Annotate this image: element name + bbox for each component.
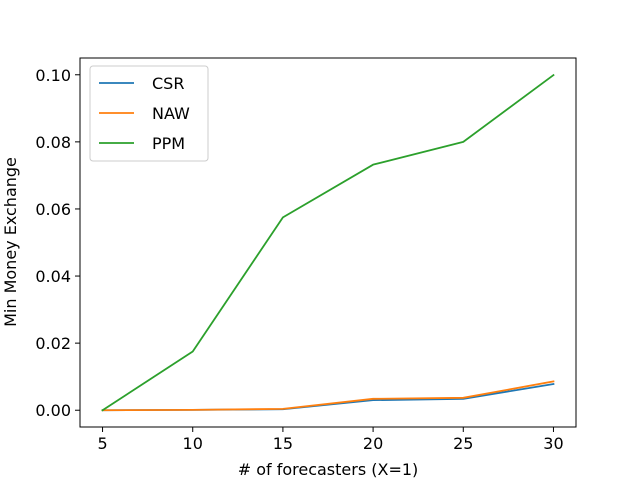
- legend-box: [89, 65, 209, 162]
- series-line-ppm: [101, 73, 555, 412]
- series-line-naw: [101, 380, 555, 412]
- legend-label-ppm: PPM: [152, 134, 185, 153]
- legend-label-csr: CSR: [152, 74, 184, 93]
- x-tick-label: 20: [363, 434, 383, 453]
- y-axis-label: Min Money Exchange: [1, 157, 20, 327]
- x-tick-label: 5: [97, 434, 107, 453]
- series-lines: [101, 73, 555, 412]
- x-tick-label: 25: [453, 434, 473, 453]
- legend: CSR NAW PPM: [89, 65, 209, 162]
- y-tick-label: 0.02: [35, 334, 71, 353]
- y-tick-label: 0.04: [35, 267, 71, 286]
- y-tick-label: 0.00: [35, 401, 71, 420]
- x-axis: 5 10 15 20 25 30: [97, 427, 564, 453]
- y-tick-label: 0.10: [35, 66, 71, 85]
- plot-area-frame: [79, 57, 577, 428]
- series-line-csr: [101, 383, 555, 412]
- x-tick-label: 10: [183, 434, 203, 453]
- legend-label-naw: NAW: [152, 104, 190, 123]
- x-axis-label: # of forecasters (X=1): [238, 460, 419, 479]
- y-tick-label: 0.08: [35, 133, 71, 152]
- y-tick-label: 0.06: [35, 200, 71, 219]
- y-axis: 0.00 0.02 0.04 0.06 0.08 0.10: [35, 66, 80, 420]
- x-tick-label: 30: [543, 434, 563, 453]
- x-tick-label: 15: [273, 434, 293, 453]
